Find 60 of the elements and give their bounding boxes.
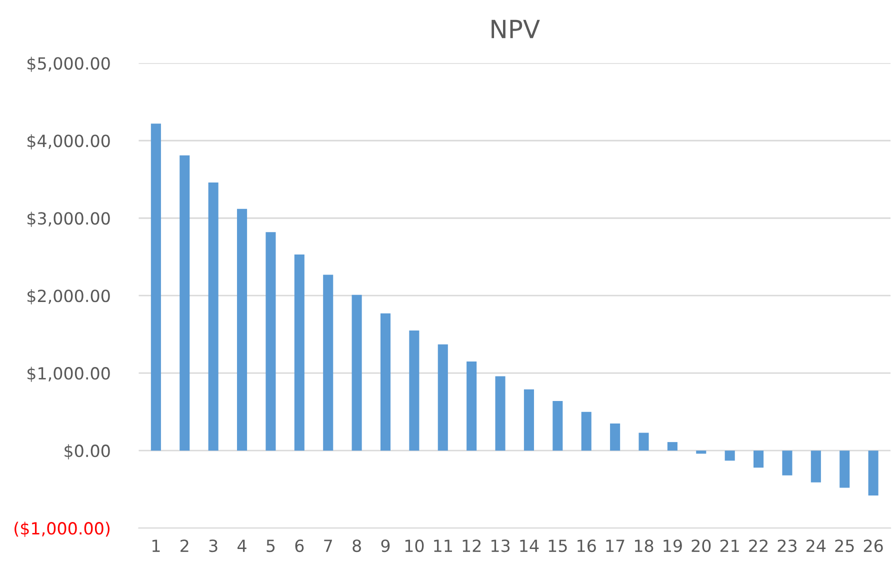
x-tick-label: 11 — [434, 540, 452, 552]
x-tick-label: 17 — [606, 540, 624, 552]
x-tick-label: 22 — [749, 539, 768, 552]
y-tick-label: $4,000.00 — [28, 134, 110, 150]
x-tick-label: 4 — [238, 540, 246, 552]
x-tick-label: 16 — [578, 539, 596, 552]
bar — [438, 344, 448, 451]
bar — [150, 124, 161, 451]
bar — [180, 155, 190, 451]
x-tick-label: 12 — [462, 539, 481, 552]
bar — [466, 361, 477, 451]
x-tick-label: 23 — [778, 539, 796, 552]
x-tick-label: 7 — [324, 540, 332, 552]
bar — [409, 330, 420, 451]
x-tick-label: 15 — [548, 540, 567, 552]
x-tick-label: 10 — [405, 539, 424, 552]
bar — [610, 423, 620, 451]
x-tick-label: 21 — [720, 539, 739, 552]
bar — [208, 182, 218, 451]
bar — [810, 450, 821, 482]
y-tick-label: $1,000.00 — [28, 366, 110, 382]
bar — [323, 274, 334, 451]
bar — [237, 208, 248, 451]
bar — [840, 450, 850, 488]
bar — [667, 442, 678, 451]
y-tick-label: $5,000.00 — [28, 56, 110, 72]
bar — [552, 400, 563, 451]
x-tick-label: 8 — [352, 539, 361, 552]
bar — [495, 376, 506, 451]
x-tick-label: 3 — [209, 539, 218, 552]
bar — [380, 313, 391, 451]
x-tick-label: 20 — [692, 539, 711, 552]
bar — [266, 232, 276, 451]
bar — [754, 450, 764, 468]
x-tick-label: 24 — [806, 539, 826, 552]
y-tick-label: $0.00 — [64, 444, 110, 460]
y-tick-label: $3,000.00 — [28, 212, 110, 227]
bar — [581, 412, 592, 451]
bar — [294, 254, 304, 451]
x-tick-label: 19 — [664, 539, 682, 552]
bar — [696, 450, 706, 454]
x-tick-label: 5 — [266, 540, 275, 552]
y-tick-label: $2,000.00 — [28, 289, 110, 304]
bar — [782, 450, 792, 476]
y-tick-label: ($1,000.00) — [14, 522, 110, 537]
x-tick-label: 1 — [152, 540, 160, 552]
x-tick-label: 2 — [180, 539, 188, 552]
chart-title: NPV — [492, 20, 540, 38]
bar — [524, 389, 534, 451]
bar — [868, 450, 878, 496]
x-tick-label: 13 — [492, 539, 510, 552]
x-tick-label: 18 — [634, 539, 654, 552]
x-tick-label: 6 — [295, 539, 304, 552]
x-tick-label: 25 — [835, 539, 854, 552]
bar — [724, 450, 735, 461]
x-tick-label: 14 — [520, 540, 539, 552]
bar — [638, 432, 649, 451]
x-tick-label: 26 — [864, 539, 883, 552]
x-tick-label: 9 — [381, 539, 390, 552]
bar — [352, 294, 362, 451]
